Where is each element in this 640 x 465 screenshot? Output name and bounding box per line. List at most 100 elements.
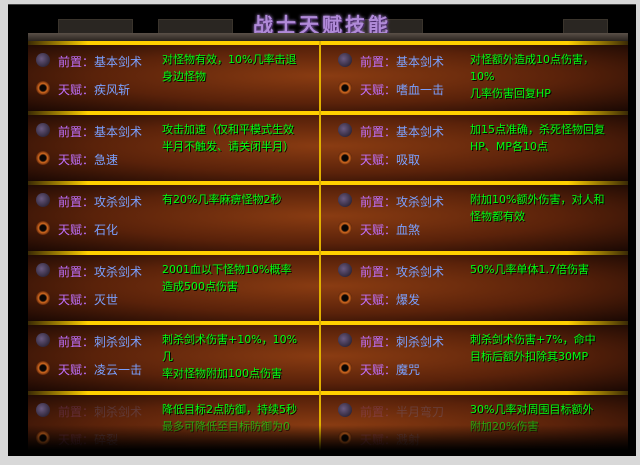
column-divider: [319, 251, 321, 321]
prereq-skill-icon: [36, 263, 50, 277]
bottom-fade: [8, 425, 636, 456]
top-rail: [28, 33, 628, 41]
prereq-skill-icon: [338, 263, 352, 277]
talent-line: 天赋：疾风斩: [58, 81, 130, 98]
prereq-label: 前置：: [360, 265, 397, 279]
desc-line: 加15点准确，杀死怪物回复: [470, 123, 605, 136]
prereq-skill-icon: [338, 333, 352, 347]
talent-line: 天赋：魔咒: [360, 361, 420, 378]
prereq-line: 前置：刺杀剑术: [58, 403, 142, 420]
talent-name: 嗜血一击: [396, 83, 445, 97]
talent-icon: [36, 81, 50, 95]
talent-line: 天赋：灭世: [58, 291, 118, 308]
prereq-skill: 刺杀剑术: [94, 335, 143, 349]
talent-icon: [338, 151, 352, 165]
prereq-line: 前置：攻杀剑术: [360, 263, 444, 280]
talent-line: 天赋：吸取: [360, 151, 420, 168]
talent-description: 攻击加速（仅和平模式生效 半月不触发、请关闭半月）: [162, 121, 302, 155]
talent-cell[interactable]: 前置：攻杀剑术 天赋：爆发 50%几率单体1.7倍伤害: [330, 251, 620, 321]
talent-label: 天赋：: [360, 293, 397, 307]
talent-icon: [338, 221, 352, 235]
talent-cell[interactable]: 前置：基本剑术 天赋：急速 攻击加速（仅和平模式生效 半月不触发、请关闭半月）: [28, 111, 318, 181]
talent-line: 天赋：爆发: [360, 291, 420, 308]
talent-name: 魔咒: [396, 363, 421, 377]
prereq-line: 前置：攻杀剑术: [360, 193, 444, 210]
talent-panel: 战士天赋技能 前置：基本剑术 天赋：疾风斩 对怪物有效，10%几率击退 身边怪物…: [8, 4, 636, 456]
prereq-skill-icon: [338, 123, 352, 137]
talent-cell[interactable]: 前置：基本剑术 天赋：疾风斩 对怪物有效，10%几率击退 身边怪物: [28, 41, 318, 111]
talent-cell[interactable]: 前置：攻杀剑术 天赋：灭世 2001血以下怪物10%概率 造成500点伤害: [28, 251, 318, 321]
desc-line: 几率伤害回复HP: [470, 87, 551, 100]
prereq-skill-icon: [338, 403, 352, 417]
prereq-skill: 基本剑术: [94, 125, 143, 139]
talent-cell[interactable]: 前置：基本剑术 天赋：嗜血一击 对怪额外造成10点伤害，10% 几率伤害回复HP: [330, 41, 620, 111]
desc-line: 怪物都有效: [470, 210, 525, 223]
talent-cell[interactable]: 前置：攻杀剑术 天赋：石化 有20%几率麻痹怪物2秒: [28, 181, 318, 251]
talent-icon: [338, 81, 352, 95]
talent-line: 天赋：嗜血一击: [360, 81, 444, 98]
talent-cell[interactable]: 前置：攻杀剑术 天赋：血煞 附加10%额外伤害，对人和 怪物都有效: [330, 181, 620, 251]
talent-cell[interactable]: 前置：刺杀剑术 天赋：魔咒 刺杀剑术伤害+7%，命中 目标后额外扣除其30MP: [330, 321, 620, 391]
talent-description: 对怪物有效，10%几率击退 身边怪物: [162, 51, 302, 85]
talent-cell[interactable]: 前置：刺杀剑术 天赋：凌云一击 刺杀剑术伤害+10%，10%几 率对怪物附加10…: [28, 321, 318, 391]
talent-description: 刺杀剑术伤害+7%，命中 目标后额外扣除其30MP: [470, 331, 610, 365]
desc-line: 附加10%额外伤害，对人和: [470, 193, 605, 206]
desc-line: 身边怪物: [162, 70, 206, 83]
desc-line: 降低目标2点防御，持续5秒: [162, 403, 297, 416]
prereq-line: 前置：攻杀剑术: [58, 193, 142, 210]
prereq-skill-icon: [36, 333, 50, 347]
talent-line: 天赋：凌云一击: [58, 361, 142, 378]
prereq-skill-icon: [338, 193, 352, 207]
talent-description: 加15点准确，杀死怪物回复 HP、MP各10点: [470, 121, 610, 155]
prereq-line: 前置：刺杀剑术: [58, 333, 142, 350]
column-divider: [319, 181, 321, 251]
column-divider: [319, 321, 321, 391]
talent-icon: [36, 221, 50, 235]
desc-line: 目标后额外扣除其30MP: [470, 350, 589, 363]
prereq-label: 前置：: [360, 55, 397, 69]
talent-description: 刺杀剑术伤害+10%，10%几 率对怪物附加100点伤害: [162, 331, 302, 382]
talent-row: 前置：基本剑术 天赋：急速 攻击加速（仅和平模式生效 半月不触发、请关闭半月） …: [28, 111, 628, 181]
prereq-skill: 基本剑术: [94, 55, 143, 69]
talent-row: 前置：基本剑术 天赋：疾风斩 对怪物有效，10%几率击退 身边怪物 前置：基本剑…: [28, 41, 628, 111]
talent-label: 天赋：: [58, 363, 95, 377]
talent-name: 疾风斩: [94, 83, 131, 97]
desc-line: 对怪额外造成10点伤害，10%: [470, 53, 594, 83]
prereq-line: 前置：基本剑术: [58, 53, 142, 70]
prereq-line: 前置：基本剑术: [360, 123, 444, 140]
talent-name: 爆发: [396, 293, 421, 307]
talent-cell[interactable]: 前置：基本剑术 天赋：吸取 加15点准确，杀死怪物回复 HP、MP各10点: [330, 111, 620, 181]
prereq-skill-icon: [36, 123, 50, 137]
prereq-label: 前置：: [360, 125, 397, 139]
desc-line: 刺杀剑术伤害+7%，命中: [470, 333, 596, 346]
talent-label: 天赋：: [58, 293, 95, 307]
prereq-label: 前置：: [360, 195, 397, 209]
prereq-skill: 攻杀剑术: [94, 195, 143, 209]
desc-line: 造成500点伤害: [162, 280, 238, 293]
prereq-line: 前置：刺杀剑术: [360, 333, 444, 350]
talent-name: 急速: [94, 153, 119, 167]
prereq-line: 前置：基本剑术: [360, 53, 444, 70]
prereq-skill: 攻杀剑术: [396, 265, 445, 279]
prereq-skill: 基本剑术: [396, 55, 445, 69]
talent-name: 灭世: [94, 293, 119, 307]
desc-line: 半月不触发、请关闭半月）: [162, 140, 294, 153]
prereq-skill: 攻杀剑术: [396, 195, 445, 209]
talent-row: 前置：攻杀剑术 天赋：灭世 2001血以下怪物10%概率 造成500点伤害 前置…: [28, 251, 628, 321]
desc-line: 有20%几率麻痹怪物2秒: [162, 193, 282, 206]
prereq-skill: 攻杀剑术: [94, 265, 143, 279]
talent-name: 吸取: [396, 153, 421, 167]
talent-icon: [338, 291, 352, 305]
talent-description: 50%几率单体1.7倍伤害: [470, 261, 610, 278]
desc-line: 30%几率对周围目标额外: [470, 403, 594, 416]
talent-row: 前置：攻杀剑术 天赋：石化 有20%几率麻痹怪物2秒 前置：攻杀剑术 天赋：血煞…: [28, 181, 628, 251]
prereq-label: 前置：: [58, 405, 95, 419]
prereq-label: 前置：: [58, 55, 95, 69]
prereq-skill: 刺杀剑术: [94, 405, 143, 419]
talent-icon: [36, 361, 50, 375]
talent-name: 石化: [94, 223, 119, 237]
talent-description: 有20%几率麻痹怪物2秒: [162, 191, 302, 208]
desc-line: 率对怪物附加100点伤害: [162, 367, 282, 380]
talent-description: 附加10%额外伤害，对人和 怪物都有效: [470, 191, 610, 225]
prereq-line: 前置：基本剑术: [58, 123, 142, 140]
